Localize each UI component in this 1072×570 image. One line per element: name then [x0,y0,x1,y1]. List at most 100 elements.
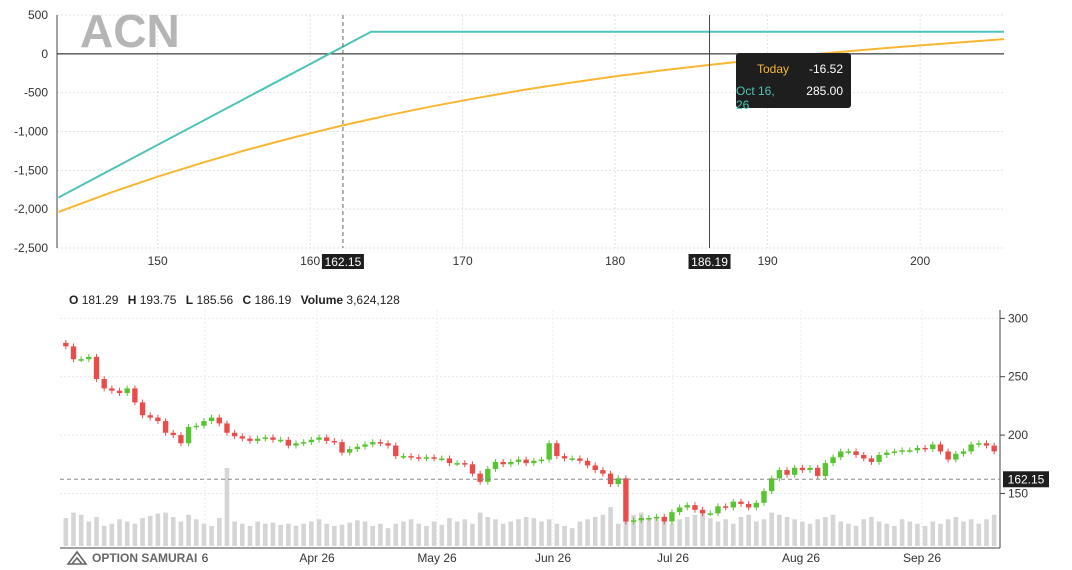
candle-body [745,503,752,508]
candle-body [891,451,898,453]
candle-body [124,388,130,394]
candle-body [884,452,890,455]
volume-value: 3,624,128 [346,293,400,307]
brand-logo[interactable]: OPTION SAMURAI [66,550,197,566]
volume-bar [738,517,744,546]
volume-bar [800,521,805,546]
candle-body [377,442,384,444]
payoff-x-tick: 160 [300,254,320,268]
volume-bar [63,518,69,546]
volume-bar [447,518,452,546]
candle-body [70,346,77,360]
candle-body [815,467,821,476]
volume-bar [830,514,836,546]
volume-bar [78,514,84,546]
volume-bar [324,523,329,546]
price-y-tick: 150 [1008,486,1028,500]
volume-bar [592,517,598,546]
candle-body [477,473,483,482]
volume-bar [807,523,813,546]
volume-bar [623,518,629,546]
candle-body [707,513,713,515]
candle-body [139,402,146,416]
candle-body [109,388,115,391]
volume-bar [86,521,92,546]
volume-bar [700,512,705,546]
close-label: C [242,293,252,307]
volume-bar [968,519,974,546]
candle-body [838,451,844,458]
price-y-tick: 300 [1008,311,1028,325]
volume-label: Volume [300,293,344,307]
candle-body [922,447,928,450]
volume-bar [247,525,253,546]
candle-body [968,444,974,452]
volume-bar [769,512,774,546]
volume-bar [531,518,537,546]
volume-bar [869,517,874,546]
volume-bar [385,528,391,546]
candle-body [738,501,744,504]
candle-body [983,443,990,446]
candle-body [454,463,460,465]
candle-body [116,390,123,394]
volume-bar [784,517,790,546]
candle-body [293,443,299,446]
volume-bar [731,523,736,546]
volume-bar [178,521,184,546]
candle-body [937,444,944,452]
candle-body [699,509,706,514]
volume-bar [815,519,821,546]
volume-bar [239,523,245,546]
volume-bar [270,522,276,546]
candle-body [439,458,445,460]
candle-body [976,443,982,445]
candle-body [853,451,859,455]
volume-bar [600,514,606,546]
volume-bar [930,521,936,546]
date-x-tick: 6 [202,551,209,565]
candle-body [669,512,675,522]
candle-body [722,506,729,508]
candlesticks [63,339,997,525]
candle-body [592,465,598,471]
candle-body [431,457,437,459]
tooltip-expiry-value: 285.00 [806,84,843,98]
close-value: 186.19 [254,293,292,307]
date-x-tick: Sep 26 [903,551,941,565]
volume-bar [577,521,583,546]
candle-body [531,460,537,464]
volume-bars [63,468,997,546]
candle-body [155,417,161,422]
volume-bar [408,519,414,546]
payoff-y-tick: -1,000 [14,125,48,139]
volume-bar [723,519,728,546]
candle-body [523,459,529,464]
last-price-label: 162.15 [1008,472,1045,486]
volume-bar [431,521,437,546]
ohlc-readout: O 181.29 H 193.75 L 185.56 C 186.19 Volu… [69,293,400,307]
volume-bar [853,525,859,546]
candle-body [400,456,407,458]
volume-bar [707,518,713,546]
price-y-ticks: 300 250 200 150 [1008,311,1028,500]
candle-body [845,451,852,453]
candle-body [776,470,783,479]
candle-body [93,356,100,380]
volume-bar [454,521,460,546]
open-label: O [69,293,79,307]
candle-body [876,454,882,462]
candle-body [569,458,575,460]
volume-bar [500,523,506,546]
date-x-tick: Jul 26 [657,551,689,565]
candle-body [354,446,361,450]
candle-body [907,450,913,452]
volume-bar [754,521,759,546]
price-chart: 300 250 200 150 6 Apr 26 May 26 Jun 26 Jul 26 Au… [60,310,1049,565]
crosshair-label: 186.19 [691,255,728,269]
volume-bar [493,519,498,546]
volume-bar [884,523,890,546]
candle-body [132,388,138,403]
date-x-ticks: 6 Apr 26 May 26 Jun 26 Jul 26 Aug 26 Sep 26 [202,551,942,565]
candle-body [753,502,760,508]
